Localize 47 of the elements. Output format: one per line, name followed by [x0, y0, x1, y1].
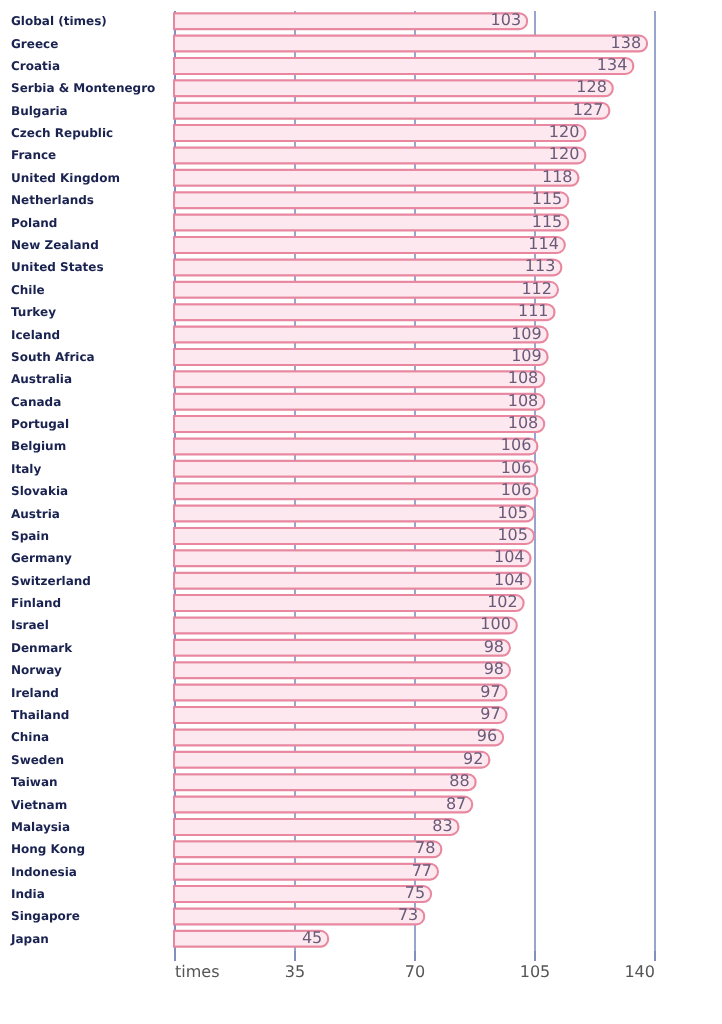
x-tick-label: 70 — [404, 963, 426, 981]
data-label: 104 — [494, 548, 525, 567]
data-label: 102 — [487, 593, 518, 612]
x-tick-label: 105 — [519, 963, 551, 981]
data-label: 120 — [548, 145, 580, 164]
data-label: 120 — [548, 123, 580, 142]
data-label: 78 — [415, 839, 436, 858]
data-label: 109 — [511, 346, 542, 365]
data-label: 106 — [500, 458, 532, 477]
data-label: 109 — [511, 324, 542, 343]
data-label: 115 — [531, 190, 563, 209]
data-label: 45 — [301, 928, 323, 947]
data-label: 88 — [449, 772, 470, 791]
data-label: 98 — [483, 637, 504, 656]
data-label: 106 — [500, 436, 532, 455]
data-label: 103 — [490, 11, 522, 30]
data-label: 128 — [576, 78, 607, 97]
data-label: 108 — [507, 391, 539, 410]
data-label: 98 — [483, 660, 504, 679]
data-label: 113 — [524, 257, 556, 276]
data-label: 77 — [411, 861, 432, 880]
data-label: 100 — [480, 615, 511, 634]
data-label: 106 — [500, 481, 532, 500]
data-label: 114 — [528, 235, 559, 253]
data-label: 115 — [531, 212, 563, 231]
data-label: 97 — [480, 682, 501, 701]
data-label: 97 — [480, 705, 501, 723]
data-label: 108 — [507, 369, 539, 388]
data-label: 105 — [497, 503, 528, 522]
data-label: 138 — [610, 33, 642, 52]
x-tick-label: 140 — [624, 963, 655, 981]
data-label: 111 — [518, 302, 549, 321]
data-label: 108 — [507, 414, 539, 433]
data-label: 73 — [397, 906, 419, 925]
data-label: 112 — [521, 279, 552, 298]
data-label: 104 — [494, 570, 525, 589]
data-label: 96 — [476, 727, 498, 746]
data-label: 127 — [572, 100, 604, 119]
x-tick-label: times — [175, 963, 220, 981]
data-label: 83 — [432, 816, 453, 835]
data-label: 134 — [596, 55, 628, 74]
data-label: 87 — [445, 794, 467, 813]
data-label: 118 — [542, 167, 573, 186]
x-tick-label: 35 — [284, 963, 306, 981]
data-label: 75 — [404, 884, 426, 903]
data-label: 105 — [497, 525, 528, 544]
data-label: 92 — [463, 749, 484, 768]
